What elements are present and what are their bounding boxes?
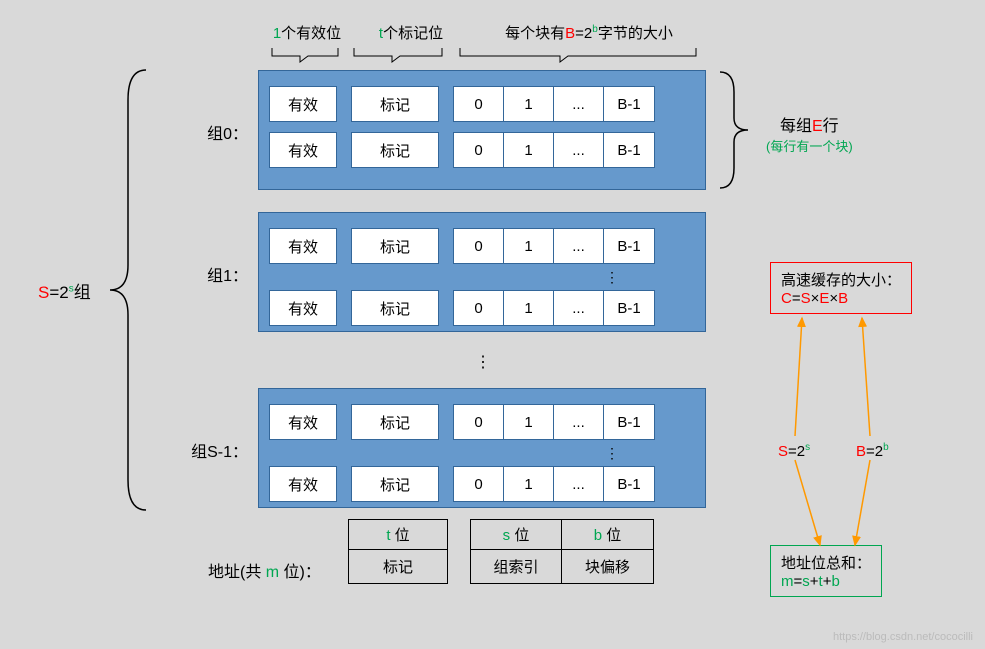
- addr-tag-field: t 位 标记: [348, 519, 448, 584]
- cache-line: 有效 标记 0 1 ... B-1: [269, 129, 695, 171]
- cache-size-box: 高速缓存的大小： C=S×E×B: [770, 262, 912, 314]
- cache-line: 有效 标记 0 1 ... B-1: [269, 83, 695, 125]
- formula-b: B=2b: [856, 442, 889, 460]
- cache-line: 有效 标记 0 1 ... B-1: [269, 287, 695, 329]
- set-s-minus-1: 有效 标记 0 1 ... B-1 ⋮ 有效 标记 0 1 ... B-1: [258, 388, 706, 508]
- right-brace-icon: [720, 72, 750, 188]
- header-tag: t个标记位: [360, 22, 462, 43]
- column-headers: 1个有效位 t个标记位 每个块有B=2b字节的大小: [268, 22, 702, 43]
- address-bits-sum-box: 地址位总和： m=s+t+b: [770, 545, 882, 597]
- header-block: 每个块有B=2b字节的大小: [476, 22, 702, 43]
- sets-count-label: S=2s组: [38, 278, 91, 303]
- cache-diagram: 1个有效位 t个标记位 每个块有B=2b字节的大小 组0： 组1： 组S-1： …: [0, 0, 985, 649]
- formula-s: S=2s: [778, 442, 810, 460]
- vdots-icon: ⋮: [475, 352, 493, 372]
- vdots-icon: ⋮: [269, 447, 695, 459]
- left-brace-icon: [108, 70, 148, 510]
- vdots-icon: ⋮: [269, 271, 695, 283]
- set-label-1: 组1：: [188, 262, 248, 286]
- address-label: 地址(共 m 位)：: [208, 558, 321, 582]
- cache-line: 有效 标记 0 1 ... B-1: [269, 463, 695, 505]
- address-breakdown: t 位 标记 s 位 组索引 b 位 块偏移: [348, 519, 654, 584]
- lines-per-set-label: 每组E行 (每行有一个块): [766, 112, 853, 155]
- tag-cell: 标记: [351, 86, 439, 122]
- header-valid: 1个有效位: [268, 22, 346, 43]
- addr-index-field: s 位 组索引: [470, 519, 562, 584]
- set-label-s1: 组S-1：: [176, 438, 248, 462]
- watermark: https://blog.csdn.net/cococilli: [833, 631, 973, 643]
- set-1: 有效 标记 0 1 ... B-1 ⋮ 有效 标记 0 1 ... B-1: [258, 212, 706, 332]
- addr-offset-field: b 位 块偏移: [562, 519, 654, 584]
- valid-cell: 有效: [269, 86, 337, 122]
- cache-line: 有效 标记 0 1 ... B-1: [269, 401, 695, 443]
- cache-line: 有效 标记 0 1 ... B-1: [269, 225, 695, 267]
- set-label-0: 组0：: [188, 120, 248, 144]
- set-0: 有效 标记 0 1 ... B-1 有效 标记 0 1 ... B-1: [258, 70, 706, 190]
- block-cells: 0 1 ... B-1: [453, 86, 655, 122]
